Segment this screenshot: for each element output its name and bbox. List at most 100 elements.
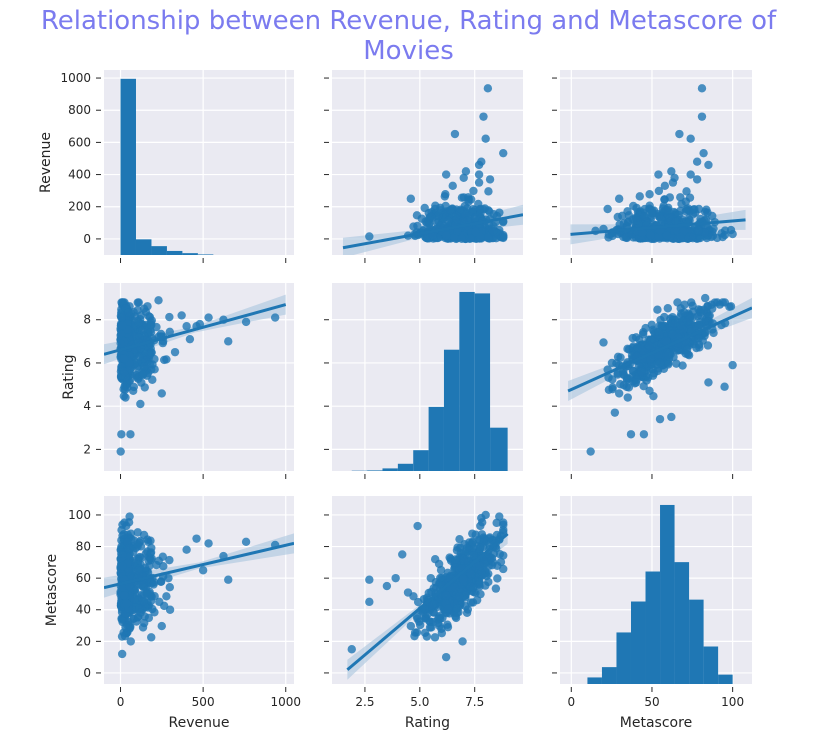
scatter-point [436,565,446,575]
y-axis-label: Revenue [38,132,54,193]
scatter-point [604,233,613,242]
histogram-bar [459,291,475,471]
scatter-point [492,518,501,528]
scatter-point [676,321,685,330]
scatter-point [604,373,613,382]
scatter-point [437,628,447,638]
scatter-point [708,211,717,221]
y-tick-label: 100 [68,508,91,522]
scatter-point [709,224,718,233]
scatter-point [409,592,418,601]
scatter-point [692,157,702,166]
scatter-point [654,170,663,179]
histogram-bar [630,601,646,684]
scatter-point [391,573,400,583]
scatter-point [365,597,374,607]
scatter-point [680,308,689,317]
histogram-bar [674,562,690,684]
x-tick-label: 1000 [270,695,301,709]
scatter-point [704,160,713,170]
scatter-point [157,389,166,398]
scatter-point [633,343,642,352]
scatter-point [122,521,131,531]
scatter-point [654,186,664,196]
scatter-point [663,350,673,359]
scatter-point [443,622,453,632]
x-tick-label: 2.5 [355,695,374,709]
scatter-point [667,412,676,422]
histogram-bar [151,246,167,255]
scatter-point [120,591,129,600]
scatter-point [182,322,191,331]
panel-rating-vs-metascore [552,283,752,479]
scatter-point [146,327,156,337]
scatter-point [446,205,455,215]
scatter-point [450,129,460,139]
scatter-point [632,375,641,384]
scatter-point [694,334,703,343]
scatter-point [148,604,157,614]
scatter-point [484,187,493,196]
scatter-point [708,231,718,240]
scatter-point [646,354,655,363]
scatter-point [146,596,156,606]
histogram-bar [474,293,491,471]
scatter-point [660,312,669,322]
scatter-point [433,618,443,628]
scatter-point [165,312,174,322]
scatter-point [129,382,139,392]
scatter-point [483,84,493,93]
scatter-point [608,384,617,394]
scatter-point [692,175,702,184]
scatter-point [443,216,453,225]
scatter-point [709,328,718,338]
scatter-point [708,304,717,313]
scatter-point [468,529,477,538]
panel-metascore-vs-metascore: 0 50 100 [552,496,752,709]
scatter-point [457,234,466,243]
scatter-point [628,333,637,343]
scatter-point [406,194,416,203]
scatter-point [450,582,459,592]
scatter-point [126,430,135,439]
scatter-point [466,234,476,243]
scatter-point [694,320,704,330]
histogram-bar [616,632,631,684]
y-tick-label: 200 [68,200,91,214]
scatter-point [493,574,502,583]
scatter-point [117,649,127,659]
y-tick-label: 20 [76,634,91,648]
histogram-bar [182,253,198,255]
regression-line [342,213,523,250]
panel-revenue-vs-revenue: 0 200 400 600 800 1000 [60,70,294,263]
scatter-point [484,577,493,587]
histogram-bar [587,677,602,684]
y-axis-label: Metascore [44,554,60,626]
scatter-point [224,337,233,346]
scatter-point [133,305,142,315]
scatter-point [626,430,636,439]
y-tick-label: 4 [83,399,91,413]
scatter-point [410,628,420,637]
y-tick-label: 600 [68,135,91,149]
regression-line [104,303,287,356]
scatter-point [686,134,695,143]
panel-revenue-vs-rating [324,70,523,263]
scatter-point [241,317,251,327]
histogram-bar [689,599,704,684]
histogram-bar [197,254,214,255]
scatter-point [485,175,495,184]
scatter-point [365,232,374,241]
scatter-point [697,84,707,93]
scatter-point [144,556,153,566]
scatter-point [412,211,422,220]
scatter-point [624,383,634,392]
scatter-point [459,575,468,584]
scatter-point [145,350,155,359]
scatter-point [653,305,662,314]
scatter-point [637,228,647,238]
scatter-point [664,360,673,369]
scatter-point [126,637,135,646]
scatter-point [477,530,487,539]
scatter-point [728,360,737,370]
